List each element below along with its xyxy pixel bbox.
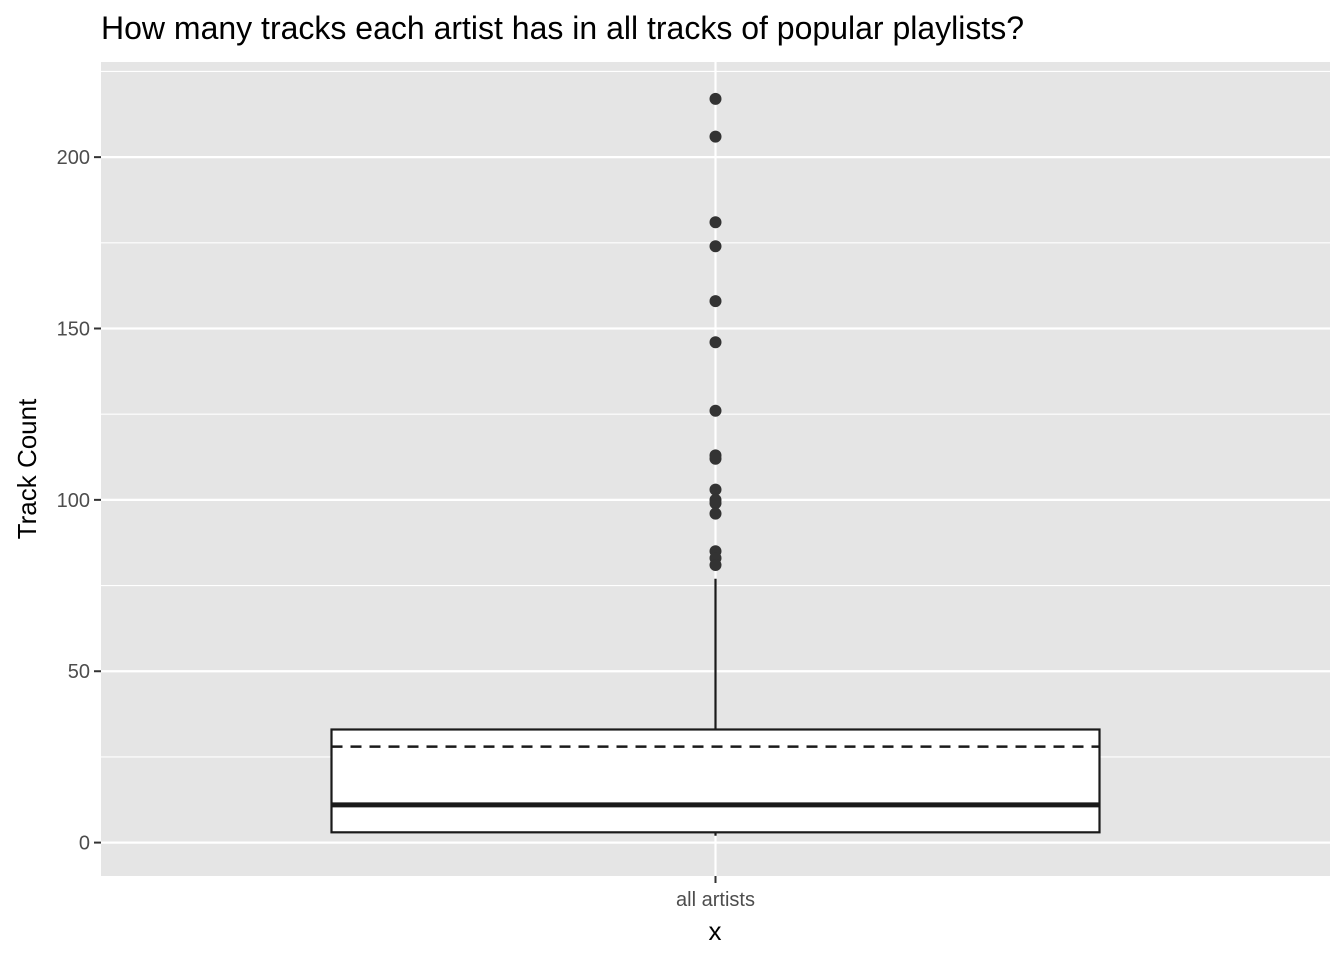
outlier-point [710, 93, 722, 105]
y-tick-label: 200 [57, 147, 90, 169]
outlier-point [710, 405, 722, 417]
x-tick-label: all artists [676, 889, 755, 911]
chart-title: How many tracks each artist has in all t… [101, 10, 1024, 46]
y-tick-label: 150 [57, 319, 90, 341]
y-tick-label: 50 [68, 661, 90, 683]
outlier-point [710, 484, 722, 496]
outlier-point [710, 336, 722, 348]
y-tick-label: 0 [79, 833, 90, 855]
x-axis-ticks: all artists [676, 876, 755, 911]
outlier-point [710, 508, 722, 520]
outlier-point [710, 295, 722, 307]
box-iqr [332, 729, 1100, 832]
outlier-point [710, 131, 722, 143]
x-axis-title: x [709, 916, 722, 946]
outlier-point [710, 453, 722, 465]
outlier-point [710, 559, 722, 571]
y-axis-title: Track Count [12, 398, 42, 539]
y-axis-ticks: 0 50 100 150 200 [57, 147, 101, 854]
y-tick-label: 100 [57, 490, 90, 512]
outlier-point [710, 497, 722, 509]
outlier-point [710, 216, 722, 228]
outlier-point [710, 240, 722, 252]
